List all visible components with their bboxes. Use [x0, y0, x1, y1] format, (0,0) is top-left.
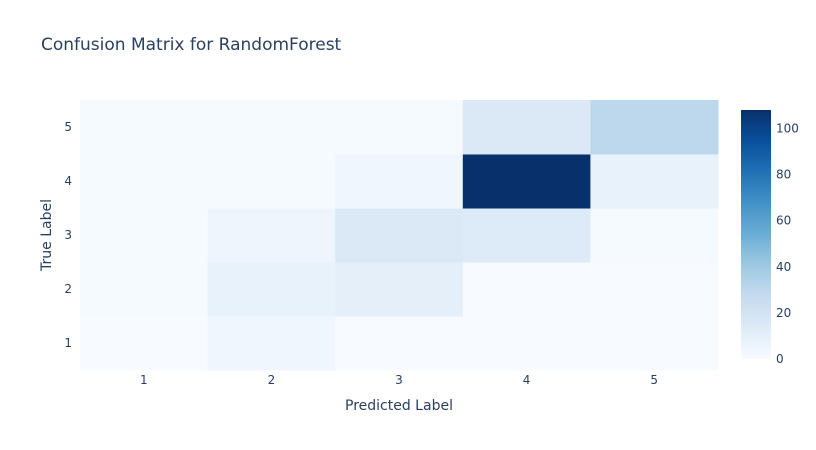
- heatmap-cell-true-1-pred-5: [590, 316, 719, 371]
- heatmap-cell-true-3-pred-5: [590, 208, 719, 263]
- y-tick-label: 1: [64, 336, 72, 350]
- heatmap-cell-true-4-pred-2: [207, 154, 336, 209]
- y-axis-ticks: 1 2 3 4 5: [64, 120, 72, 350]
- colorbar-tick-label: 0: [776, 352, 784, 366]
- x-tick-label: 3: [395, 373, 403, 387]
- heatmap-cells: [80, 100, 719, 371]
- y-tick-label: 3: [64, 228, 72, 242]
- heatmap-cell-true-3-pred-1: [80, 208, 209, 263]
- y-tick-label: 2: [64, 282, 72, 296]
- heatmap-cell-true-5-pred-2: [207, 100, 336, 155]
- heatmap-cell-true-3-pred-4: [462, 208, 591, 263]
- heatmap-cell-true-5-pred-5: [590, 100, 719, 155]
- heatmap-cell-true-5-pred-1: [80, 100, 209, 155]
- heatmap-cell-true-4-pred-3: [335, 154, 464, 209]
- heatmap-cell-true-2-pred-2: [207, 262, 336, 317]
- heatmap-cell-true-1-pred-3: [335, 316, 464, 371]
- heatmap-cell-true-2-pred-1: [80, 262, 209, 317]
- colorbar-tick-label: 100: [776, 121, 799, 135]
- y-tick-label: 5: [64, 120, 72, 134]
- heatmap-cell-true-1-pred-1: [80, 316, 209, 371]
- chart-title: Confusion Matrix for RandomForest: [41, 35, 342, 55]
- colorbar-tick-label: 40: [776, 260, 791, 274]
- x-axis-ticks: 1 2 3 4 5: [140, 373, 658, 387]
- heatmap-cell-true-3-pred-2: [207, 208, 336, 263]
- heatmap-cell-true-4-pred-1: [80, 154, 209, 209]
- heatmap-cell-true-2-pred-5: [590, 262, 719, 317]
- heatmap-cell-true-4-pred-4: [462, 154, 591, 209]
- colorbar: [741, 110, 771, 359]
- x-tick-label: 2: [268, 373, 276, 387]
- colorbar-tick-label: 20: [776, 306, 791, 320]
- heatmap-cell-true-2-pred-4: [462, 262, 591, 317]
- colorbar-tick-label: 80: [776, 168, 791, 182]
- y-axis-title: True Label: [39, 199, 55, 272]
- heatmap-cell-true-5-pred-3: [335, 100, 464, 155]
- x-tick-label: 4: [523, 373, 531, 387]
- x-axis-title: Predicted Label: [345, 398, 453, 414]
- heatmap-cell-true-4-pred-5: [590, 154, 719, 209]
- heatmap-cell-true-2-pred-3: [335, 262, 464, 317]
- heatmap-cell-true-1-pred-2: [207, 316, 336, 371]
- colorbar-ticks: 0 20 40 60 80 100: [776, 121, 799, 366]
- y-tick-label: 4: [64, 174, 72, 188]
- heatmap-cell-true-5-pred-4: [462, 100, 591, 155]
- x-tick-label: 5: [650, 373, 658, 387]
- heatmap-cell-true-1-pred-4: [462, 316, 591, 371]
- colorbar-tick-label: 60: [776, 214, 791, 228]
- x-tick-label: 1: [140, 373, 148, 387]
- heatmap-cell-true-3-pred-3: [335, 208, 464, 263]
